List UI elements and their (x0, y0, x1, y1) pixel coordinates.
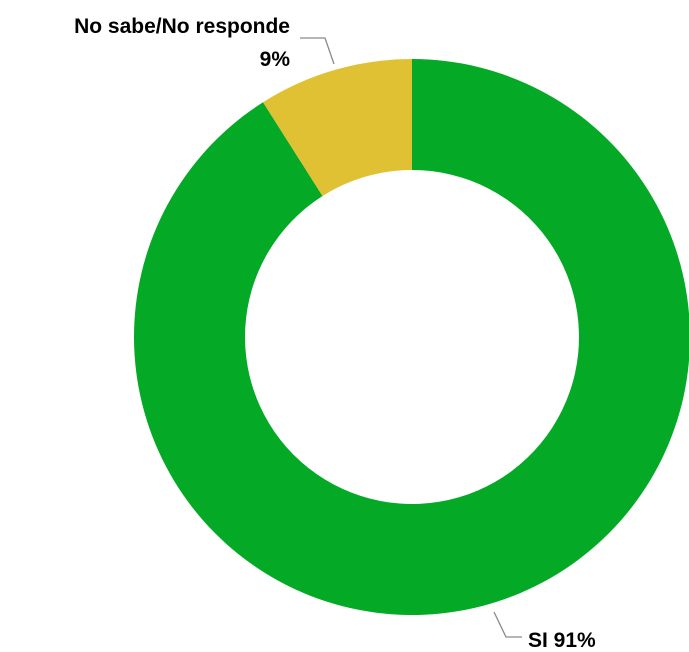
label-no-sabe-name: No sabe/No responde (74, 15, 290, 38)
leader-line-si (493, 611, 522, 638)
leader-line-no-sabe (300, 37, 335, 65)
label-no-sabe-value: 9% (260, 48, 291, 71)
slice-si (134, 59, 689, 615)
donut-slices (134, 59, 689, 615)
leader-lines (300, 37, 522, 638)
label-si: SI 91% (528, 629, 596, 652)
slice-no-sabe-no-responde (263, 59, 412, 196)
